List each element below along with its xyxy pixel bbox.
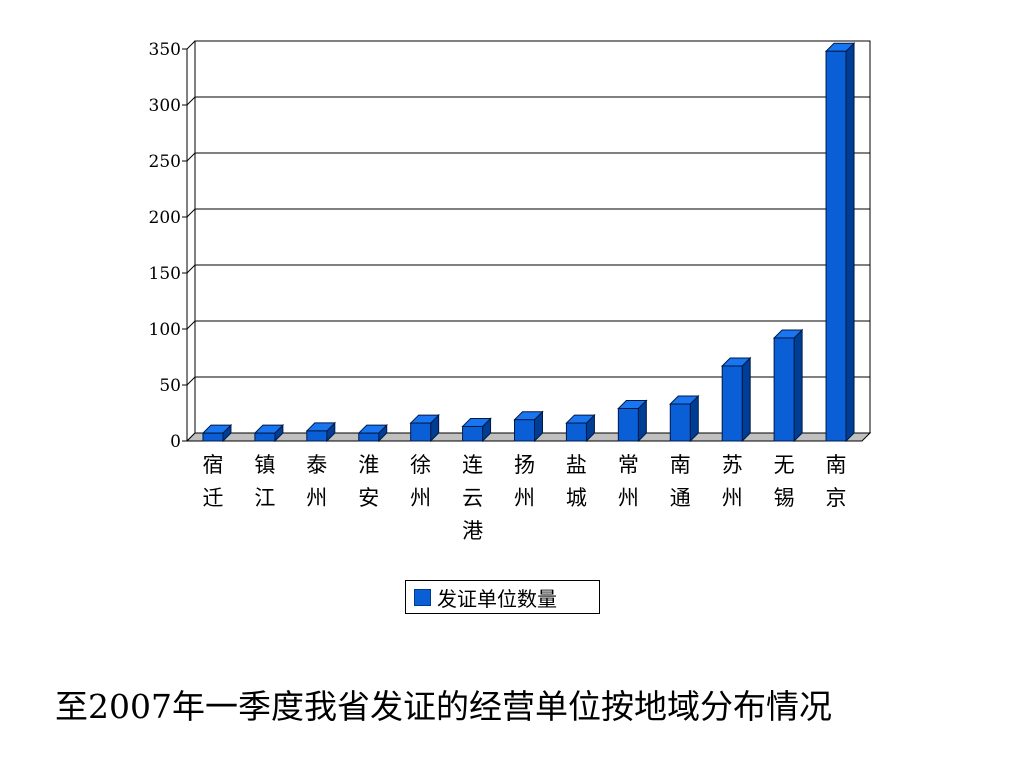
x-tick-label: 宿 bbox=[202, 453, 223, 477]
x-tick-label: 连 bbox=[462, 453, 483, 477]
x-tick-label: 南 bbox=[826, 453, 847, 477]
bar bbox=[617, 399, 648, 443]
bar bbox=[513, 410, 544, 443]
gridline-slant bbox=[186, 152, 196, 162]
x-tick-label: 南 bbox=[670, 453, 691, 477]
x-tick-label: 云 bbox=[462, 486, 483, 510]
bar-front bbox=[669, 403, 691, 442]
x-tick-label: 盐 bbox=[566, 453, 587, 477]
bar-front bbox=[202, 432, 224, 442]
bar-front bbox=[773, 337, 795, 442]
gridline-slant bbox=[186, 264, 196, 274]
bar bbox=[201, 423, 233, 443]
legend: 发证单位数量 bbox=[405, 580, 600, 614]
x-tick-label: 州 bbox=[618, 486, 639, 510]
gridline-slant bbox=[186, 40, 196, 50]
bar bbox=[824, 42, 856, 443]
bar bbox=[720, 356, 752, 443]
bar bbox=[669, 394, 700, 443]
y-tick-label: 50 bbox=[159, 376, 181, 396]
bar-front bbox=[462, 425, 484, 442]
gridline-slant bbox=[186, 376, 196, 386]
bar bbox=[565, 413, 596, 443]
x-tick-label: 淮 bbox=[358, 453, 379, 477]
gridline-slant bbox=[186, 208, 196, 218]
plot-back-wall bbox=[194, 40, 871, 434]
x-tick-label: 城 bbox=[566, 486, 587, 510]
y-tick-label: 200 bbox=[149, 208, 181, 228]
x-tick-label: 无 bbox=[774, 453, 795, 477]
x-tick-label: 港 bbox=[462, 519, 483, 543]
caption: 至2007年一季度我省发证的经营单位按地域分布情况 bbox=[55, 687, 832, 726]
gridline-slant bbox=[186, 96, 196, 106]
x-tick-label: 苏 bbox=[722, 453, 743, 477]
bars bbox=[201, 42, 856, 443]
x-tick-label: 迁 bbox=[202, 486, 223, 510]
gridlines bbox=[186, 40, 870, 442]
y-tick-label: 350 bbox=[149, 40, 181, 60]
x-tick-label: 锡 bbox=[774, 486, 795, 510]
y-tick-label: 0 bbox=[170, 432, 181, 452]
x-tick-label: 京 bbox=[826, 486, 847, 510]
bar-side bbox=[845, 42, 855, 443]
x-tick-label: 徐 bbox=[410, 453, 431, 477]
legend-label: 发证单位数量 bbox=[437, 586, 557, 611]
x-tick-label: 通 bbox=[670, 486, 691, 510]
bar bbox=[409, 413, 440, 443]
bar-front bbox=[306, 430, 328, 442]
bar-front bbox=[358, 432, 380, 442]
x-tick-label: 镇 bbox=[254, 453, 275, 477]
x-tick-label: 州 bbox=[722, 486, 743, 510]
bar-side bbox=[793, 328, 803, 443]
legend-swatch bbox=[414, 588, 431, 606]
y-tick-label: 100 bbox=[149, 320, 181, 340]
bar bbox=[772, 328, 804, 443]
bar-front bbox=[565, 422, 587, 442]
bar-front bbox=[410, 422, 432, 442]
bar-front bbox=[825, 50, 847, 442]
gridline-slant bbox=[186, 320, 196, 330]
x-tick-label: 州 bbox=[410, 486, 431, 510]
x-tick-label: 常 bbox=[618, 453, 639, 477]
x-tick-label: 江 bbox=[254, 486, 275, 510]
x-tick-label: 州 bbox=[306, 486, 327, 510]
y-tick-label: 150 bbox=[149, 264, 181, 284]
bar bbox=[357, 423, 388, 443]
y-axis-ticks: 0 50 100 150 200 250 300 350 bbox=[149, 40, 187, 452]
bar bbox=[253, 423, 285, 443]
bar-front bbox=[254, 432, 276, 442]
bar-front bbox=[514, 419, 535, 442]
bar bbox=[461, 417, 492, 443]
y-tick-label: 300 bbox=[149, 96, 181, 116]
y-tick-label: 250 bbox=[149, 152, 181, 172]
x-tick-label: 泰 bbox=[306, 453, 327, 477]
axes bbox=[185, 40, 872, 442]
bar-front bbox=[721, 365, 743, 442]
bar-front bbox=[617, 408, 639, 442]
bar bbox=[305, 421, 337, 443]
x-tick-label: 安 bbox=[358, 486, 379, 510]
x-tick-label: 扬 bbox=[514, 453, 535, 477]
x-tick-label: 州 bbox=[514, 486, 535, 510]
bar-side bbox=[741, 356, 751, 443]
